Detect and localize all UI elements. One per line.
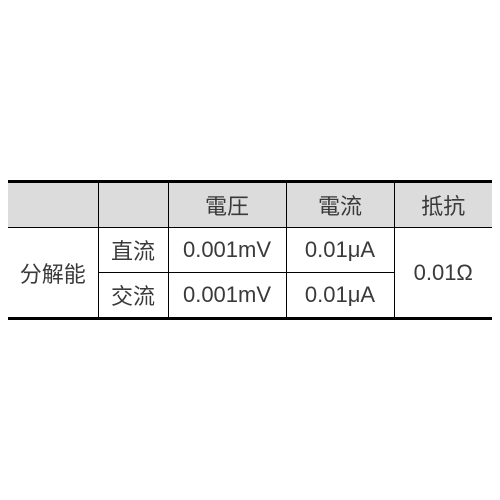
header-voltage: 電圧 bbox=[168, 182, 286, 228]
row-label: 分解能 bbox=[8, 228, 98, 319]
header-blank-2 bbox=[98, 182, 168, 228]
header-resistance: 抵抗 bbox=[394, 182, 492, 228]
row-dc: 分解能 直流 0.001mV 0.01μA 0.01Ω bbox=[8, 228, 492, 273]
dc-voltage: 0.001mV bbox=[168, 228, 286, 273]
header-blank-1 bbox=[8, 182, 98, 228]
dc-label: 直流 bbox=[98, 228, 168, 273]
resistance-value: 0.01Ω bbox=[394, 228, 492, 319]
ac-voltage: 0.001mV bbox=[168, 273, 286, 319]
dc-current: 0.01μA bbox=[286, 228, 394, 273]
spec-table: 電圧 電流 抵抗 分解能 直流 0.001mV 0.01μA 0.01Ω 交流 … bbox=[8, 180, 492, 320]
header-row: 電圧 電流 抵抗 bbox=[8, 182, 492, 228]
ac-label: 交流 bbox=[98, 273, 168, 319]
table-container: 電圧 電流 抵抗 分解能 直流 0.001mV 0.01μA 0.01Ω 交流 … bbox=[0, 0, 500, 500]
ac-current: 0.01μA bbox=[286, 273, 394, 319]
header-current: 電流 bbox=[286, 182, 394, 228]
